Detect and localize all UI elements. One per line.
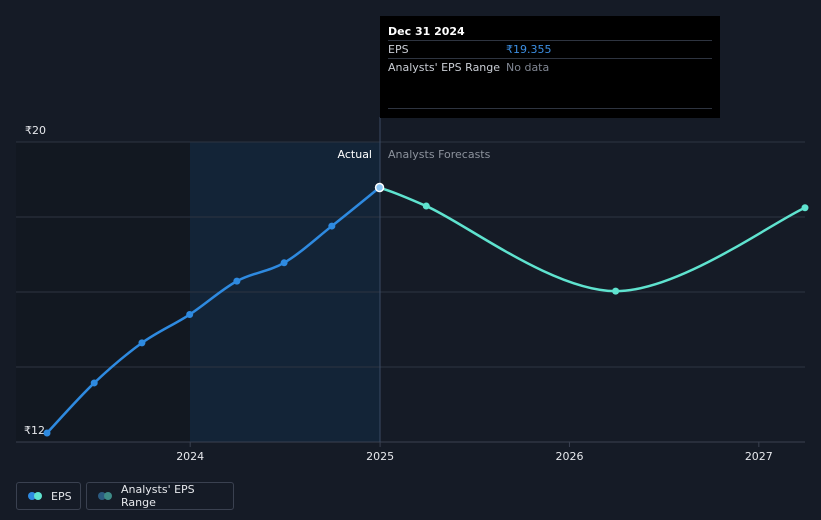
tooltip-date: Dec 31 2024 — [388, 25, 465, 38]
actual-point-7[interactable] — [374, 182, 385, 193]
forecast-label: Analysts Forecasts — [388, 148, 491, 161]
tooltip-range-value: No data — [506, 61, 550, 74]
x-tick-label-2025: 2025 — [366, 450, 394, 463]
range-swatch-icon — [98, 492, 113, 500]
actual-point-2[interactable] — [138, 339, 146, 347]
actual-point-5[interactable] — [280, 259, 288, 267]
y-label-top: ₹20 — [25, 124, 46, 137]
actual-point-6[interactable] — [328, 222, 336, 230]
forecast-point-3[interactable] — [801, 204, 809, 212]
y-label-bottom: ₹12 — [24, 424, 45, 437]
eps-swatch-icon — [28, 492, 43, 500]
actual-point-4[interactable] — [233, 277, 241, 285]
tooltip-eps-label: EPS — [388, 43, 409, 56]
forecast-point-2[interactable] — [612, 287, 620, 295]
tooltip-divider — [388, 108, 712, 109]
legend-range-label: Analysts' EPS Range — [121, 483, 195, 509]
x-axis-ticks: 2024 2025 2026 2027 — [176, 442, 773, 463]
tooltip: Dec 31 2024 EPS ₹19.355 Analysts' EPS Ra… — [380, 16, 720, 118]
series-group — [43, 182, 809, 437]
x-tick-label-2026: 2026 — [555, 450, 583, 463]
legend-eps[interactable]: EPS — [16, 482, 81, 510]
tooltip-eps-row: EPS ₹19.355 — [388, 40, 712, 58]
forecast-eps-line — [379, 186, 806, 293]
actual-point-0[interactable] — [43, 429, 51, 437]
forecast-point-1[interactable] — [422, 202, 430, 210]
tooltip-range-row: Analysts' EPS Range No data — [388, 58, 712, 76]
tooltip-eps-value: ₹19.355 — [506, 43, 552, 56]
grid-lines — [16, 141, 805, 443]
actual-label: Actual — [338, 148, 372, 161]
x-tick-label-2027: 2027 — [745, 450, 773, 463]
actual-point-3[interactable] — [186, 311, 194, 319]
legend-range[interactable]: Analysts' EPS Range — [86, 482, 234, 510]
x-tick-label-2024: 2024 — [176, 450, 204, 463]
legend-eps-label: EPS — [51, 489, 72, 503]
actual-point-1[interactable] — [90, 379, 98, 387]
tooltip-range-label: Analysts' EPS Range — [388, 61, 501, 74]
